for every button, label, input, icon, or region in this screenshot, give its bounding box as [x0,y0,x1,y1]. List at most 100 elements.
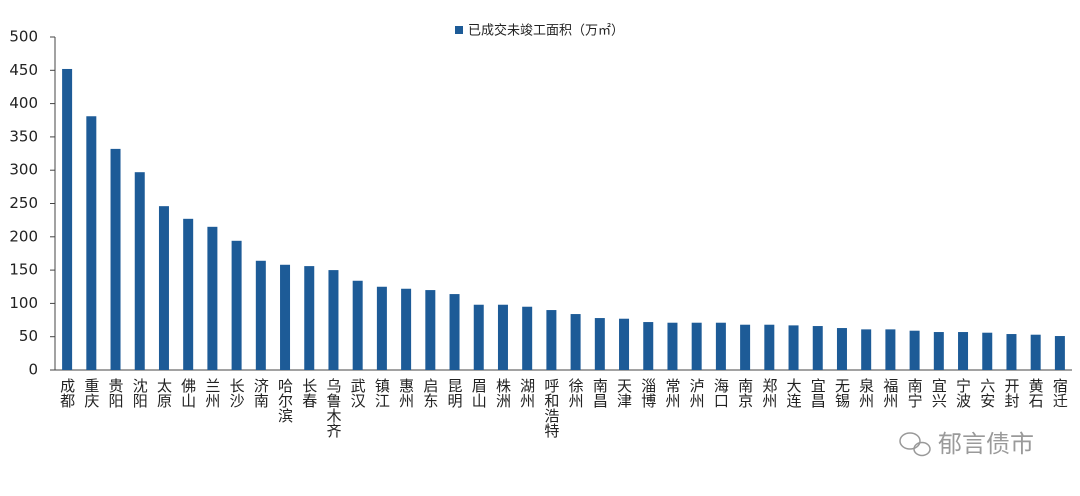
bar [764,324,775,370]
bar [183,218,194,370]
bar [304,266,315,370]
x-tick-label: 长沙 [228,378,246,408]
x-tick-label: 宜昌 [809,378,827,408]
bar [861,329,872,370]
x-tick-label: 眉山 [470,378,488,408]
x-tick-label: 无锡 [833,378,851,408]
x-tick-label: 乌鲁木齐 [324,378,342,438]
bar [982,332,993,370]
x-tick-label: 武汉 [349,378,367,408]
bar [280,264,291,370]
x-tick-label: 南昌 [591,378,609,408]
bar [667,322,678,370]
x-tick-label: 南宁 [906,378,924,408]
x-tick-label: 太原 [155,378,173,408]
bar [158,206,169,370]
y-tick-label: 0 [28,361,38,379]
bar [425,290,436,370]
bar [1054,336,1065,370]
bar [958,332,969,370]
x-tick-label: 开封 [1002,378,1020,408]
watermark: 郁言债市 [938,430,1034,458]
bar [473,304,484,370]
x-tick-label: 天津 [615,378,633,408]
x-tick-label: 徐州 [567,378,585,408]
bar [207,226,218,370]
x-tick-label: 昆明 [446,378,464,409]
bar [909,330,920,370]
x-tick-label: 黄石 [1027,378,1045,408]
bar [134,172,145,370]
x-tick-label: 成都 [58,378,76,408]
bar [376,286,387,370]
legend-label: 已成交未竣工面积（万㎡） [468,23,624,39]
bar [497,304,508,370]
y-tick-label: 200 [9,227,38,245]
x-tick-label: 泉州 [857,378,875,408]
bar [740,324,751,370]
y-tick-label: 400 [9,94,38,112]
bar [62,68,73,370]
x-tick-label: 呼和浩特 [542,378,560,438]
bar [594,318,605,370]
x-tick-label: 长春 [300,378,318,408]
y-tick-label: 350 [9,127,38,145]
x-tick-label: 大连 [785,378,803,409]
x-tick-label: 哈尔滨 [276,378,294,423]
x-tick-label: 沈阳 [131,378,149,408]
x-tick-label: 济南 [252,378,270,408]
y-tick-label: 300 [9,161,38,179]
bar [643,322,654,370]
bar [449,294,460,370]
x-tick-label: 郑州 [760,378,778,408]
bar [328,270,339,370]
bar [546,310,557,370]
bar [110,148,121,370]
y-tick-label: 500 [9,28,38,46]
bar [522,306,533,370]
bar [231,240,242,370]
x-tick-label: 六安 [978,378,996,408]
bar [715,322,726,370]
x-tick-label: 佛山 [179,378,197,408]
bar [836,328,847,370]
x-tick-label: 宁波 [954,378,972,408]
x-tick-label: 惠州 [397,378,415,408]
x-tick-label: 启东 [421,378,439,408]
y-tick-label: 100 [9,294,38,312]
x-tick-label: 贵阳 [107,378,125,408]
bar [86,116,97,370]
x-tick-label: 海口 [712,378,730,408]
bar [885,329,896,370]
x-tick-label: 湖州 [518,378,536,408]
bar [401,288,412,370]
x-tick-label: 淄博 [639,378,657,408]
x-tick-label: 宜兴 [930,378,948,408]
bar [570,314,581,370]
x-tick-label: 宿迁 [1051,378,1069,408]
x-tick-label: 泸州 [688,378,706,408]
x-tick-label: 株洲 [494,378,512,408]
legend-swatch [455,26,463,34]
bar [691,322,702,370]
x-tick-label: 兰州 [203,378,221,408]
bar [255,260,266,370]
bar [788,325,799,370]
x-tick-label: 常州 [663,378,681,408]
y-tick-label: 50 [19,327,38,345]
bar [1006,334,1017,370]
bar [933,332,944,370]
bar [619,318,630,370]
y-tick-label: 150 [9,261,38,279]
watermark-icon [899,432,931,457]
y-tick-label: 250 [9,194,38,212]
bar [352,280,363,370]
x-tick-label: 南京 [736,378,754,409]
x-tick-label: 福州 [881,378,899,408]
x-tick-label: 镇江 [373,378,391,408]
bar [812,326,823,370]
y-tick-label: 450 [9,61,38,79]
bar [1030,334,1041,370]
